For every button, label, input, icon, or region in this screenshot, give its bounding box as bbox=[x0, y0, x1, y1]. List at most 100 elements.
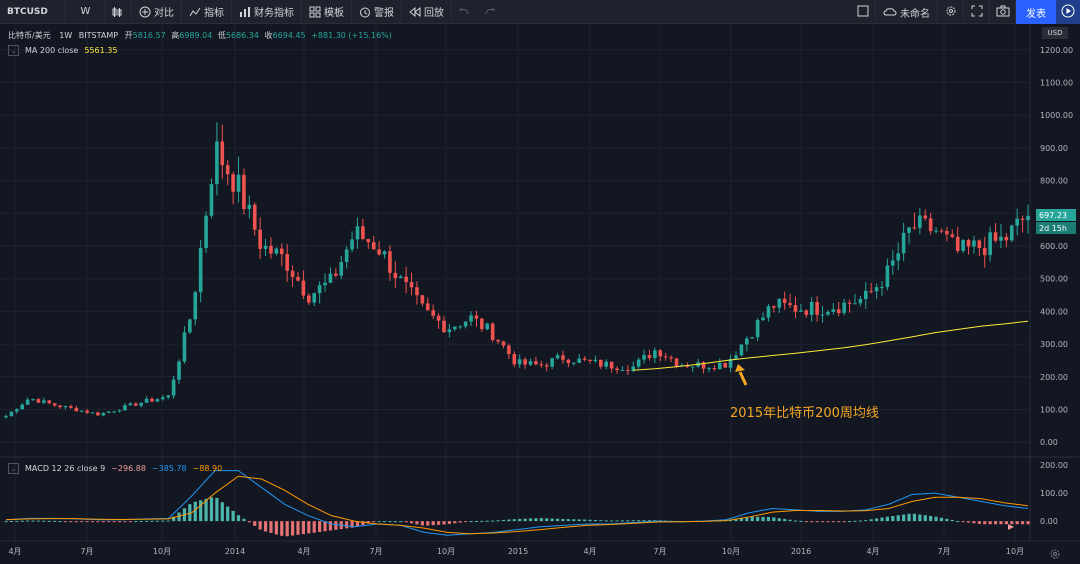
candle-body bbox=[4, 416, 8, 418]
candle-body bbox=[96, 412, 100, 416]
layout-menu[interactable]: 未命名 bbox=[876, 0, 938, 24]
macd-hist-bar bbox=[199, 500, 203, 522]
templates-button[interactable]: 模板 bbox=[302, 0, 352, 24]
macd-hist-bar bbox=[961, 521, 965, 523]
fullscreen-toggle[interactable] bbox=[850, 0, 876, 24]
macd-hist-bar bbox=[85, 521, 89, 523]
candle-body bbox=[328, 273, 333, 283]
macd-hist-bar bbox=[388, 521, 392, 523]
macd-hist-bar bbox=[777, 518, 781, 522]
candle-body bbox=[685, 365, 690, 367]
candle-body bbox=[777, 298, 782, 308]
snapshot-button[interactable] bbox=[990, 0, 1016, 24]
rewind-icon bbox=[409, 6, 421, 18]
publish-button[interactable]: 发表 bbox=[1016, 0, 1056, 24]
settings-button[interactable] bbox=[938, 0, 964, 24]
candle-body bbox=[977, 240, 982, 249]
candle-body bbox=[896, 253, 901, 261]
macd-hist-bar bbox=[772, 517, 776, 522]
collapse-icon[interactable]: ⌄ bbox=[8, 463, 19, 474]
macd-hist-bar bbox=[588, 519, 592, 522]
candle-body bbox=[350, 239, 354, 250]
time-tick-label: 10月 bbox=[1006, 547, 1024, 556]
macd-hist-bar bbox=[328, 521, 333, 531]
candle-body bbox=[209, 184, 214, 216]
candle-body bbox=[544, 365, 549, 367]
candle-body bbox=[517, 359, 522, 365]
macd-hist-bar bbox=[523, 518, 527, 522]
macd-hist-bar bbox=[1015, 521, 1019, 525]
macd-hist-bar bbox=[144, 520, 149, 522]
price-tick-label: 0.00 bbox=[1040, 438, 1058, 447]
candle-body bbox=[1009, 225, 1014, 241]
candle-body bbox=[847, 302, 852, 304]
symbol-search[interactable]: BTCUSD bbox=[0, 0, 66, 24]
macd-hist-bar bbox=[929, 515, 933, 522]
macd-hist-bar bbox=[977, 521, 981, 524]
candle-body bbox=[485, 323, 490, 330]
candle-body bbox=[717, 362, 722, 370]
macd-legend[interactable]: ⌄ MACD 12 26 close 9 −296.88 −385.78 −88… bbox=[8, 463, 222, 474]
axis-settings-button[interactable] bbox=[1049, 545, 1061, 564]
time-tick-label: 2016 bbox=[791, 547, 811, 556]
play-button[interactable] bbox=[1056, 0, 1080, 24]
indicators-icon bbox=[189, 6, 201, 18]
candle-body bbox=[539, 364, 544, 366]
macd-hist-bar bbox=[350, 521, 354, 528]
macd-hist-bar bbox=[826, 521, 830, 523]
chart-type-button[interactable] bbox=[106, 0, 132, 24]
candle-body bbox=[766, 306, 771, 318]
macd-hist-bar bbox=[285, 521, 289, 537]
expand-button[interactable] bbox=[964, 0, 990, 24]
candle-body bbox=[215, 141, 219, 185]
indicators-button[interactable]: 指标 bbox=[182, 0, 232, 24]
currency-badge[interactable]: USD bbox=[1042, 27, 1068, 39]
alarm-clock-icon bbox=[359, 6, 371, 18]
ma-legend[interactable]: ⌄ MA 200 close 5561.35 bbox=[8, 45, 117, 56]
candle-body bbox=[69, 406, 73, 408]
macd-hist-bar bbox=[1010, 521, 1014, 525]
candle-body bbox=[647, 355, 652, 359]
undo-button[interactable] bbox=[452, 0, 478, 24]
candle-body bbox=[653, 350, 657, 359]
macd-hist-bar bbox=[177, 512, 181, 522]
macd-current-marker bbox=[1008, 524, 1014, 530]
candle-body bbox=[279, 248, 284, 255]
macd-hist-bar bbox=[912, 513, 917, 522]
legend-high: 6989.04 bbox=[179, 31, 213, 40]
macd-hist-bar bbox=[393, 521, 397, 523]
macd-label: MACD 12 26 close 9 bbox=[25, 464, 106, 473]
candle-body bbox=[404, 276, 408, 283]
macd-hist-bar bbox=[318, 521, 322, 532]
redo-button[interactable] bbox=[478, 0, 504, 24]
legend-open: 5816.57 bbox=[132, 31, 166, 40]
price-tick-label: 1000.00 bbox=[1040, 111, 1073, 120]
macd-hist-bar bbox=[885, 516, 890, 522]
replay-button[interactable]: 回放 bbox=[402, 0, 452, 24]
candle-body bbox=[972, 240, 976, 247]
candle-body bbox=[377, 249, 381, 255]
compare-button[interactable]: 对比 bbox=[132, 0, 182, 24]
price-tick-label: 800.00 bbox=[1040, 177, 1068, 186]
macd-histogram bbox=[4, 497, 1030, 537]
macd-hist-bar bbox=[150, 520, 154, 522]
candle-body bbox=[891, 260, 895, 266]
grid-icon bbox=[309, 6, 321, 18]
candle-body bbox=[198, 248, 203, 293]
candle-body bbox=[420, 295, 425, 304]
collapse-icon[interactable]: ⌄ bbox=[8, 45, 19, 56]
alert-button[interactable]: 警报 bbox=[352, 0, 402, 24]
price-tick-label: 1200.00 bbox=[1040, 46, 1073, 55]
interval-button[interactable]: W bbox=[66, 0, 106, 24]
price-tick-label: 300.00 bbox=[1040, 340, 1068, 349]
financials-button[interactable]: 财务指标 bbox=[232, 0, 302, 24]
candle-body bbox=[442, 320, 446, 333]
alert-label: 警报 bbox=[374, 8, 394, 19]
symbol-legend: 比特币/美元 1W BITSTAMP 开5816.57 高6989.04 低56… bbox=[8, 30, 392, 41]
macd-hist-bar bbox=[15, 520, 19, 522]
candle-body bbox=[155, 399, 160, 402]
macd-hist-bar bbox=[993, 521, 998, 525]
candle-body bbox=[463, 321, 468, 327]
candle-body bbox=[52, 403, 57, 406]
